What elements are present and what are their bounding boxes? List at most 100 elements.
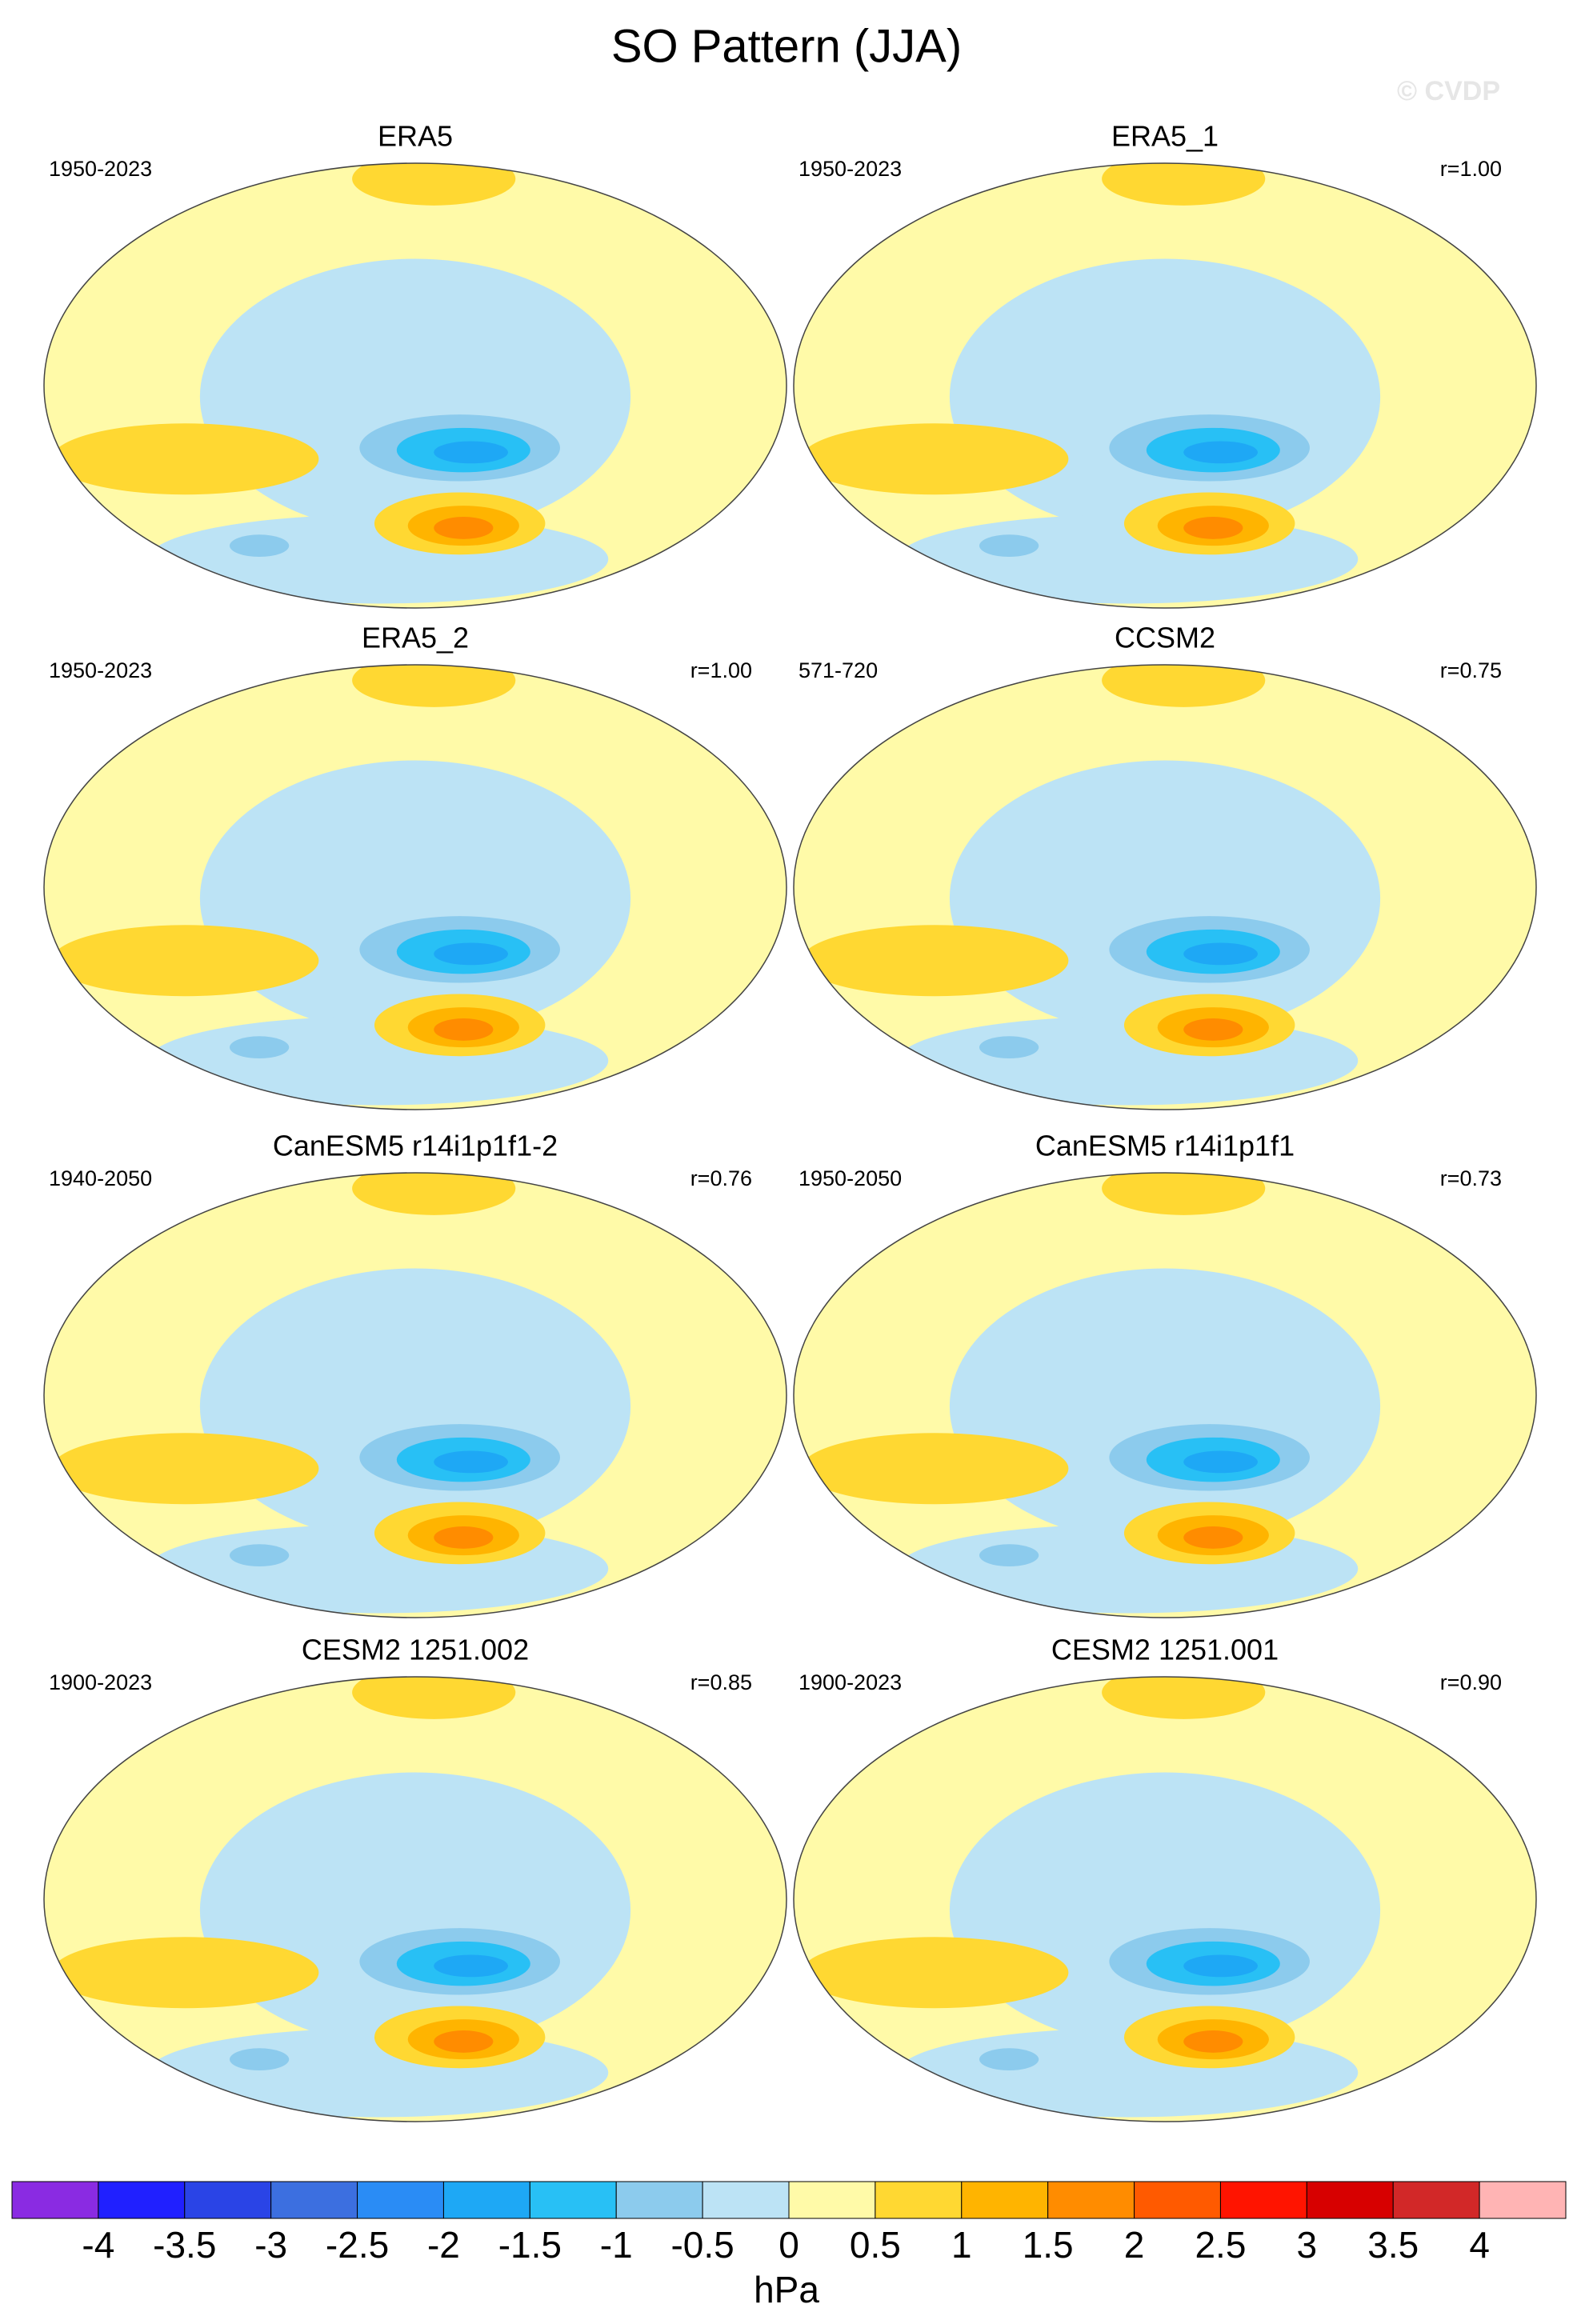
anomaly-region: [1183, 517, 1243, 539]
anomaly-region: [434, 517, 494, 539]
period: 1950-2023: [49, 157, 152, 181]
colorbar-label: 0: [778, 2224, 799, 2266]
anomaly-region: [979, 1544, 1039, 1567]
anomaly-region: [434, 1018, 494, 1041]
anomaly-region: [801, 423, 1069, 495]
pattern-correlation: r=0.73: [1440, 1166, 1502, 1190]
colorbar-label: 4: [1469, 2224, 1490, 2266]
colorbar-box: [1047, 2181, 1135, 2219]
colorbar-label: -3.5: [153, 2224, 216, 2266]
colorbar-box: [702, 2181, 790, 2219]
anomaly-region: [352, 1677, 516, 1719]
anomaly-region: [1183, 942, 1258, 966]
map-outline: [793, 664, 1537, 1110]
panel-title: CESM2 1251.002: [302, 1634, 529, 1666]
map: [794, 1677, 1536, 2122]
anomaly-region: [434, 1450, 508, 1474]
panel-title: ERA5: [378, 120, 453, 153]
colorbar-box: [1134, 2181, 1221, 2219]
map-outline: [43, 1172, 787, 1618]
anomaly-region: [51, 925, 319, 997]
colorbar-box: [442, 2181, 530, 2219]
anomaly-region: [199, 1268, 631, 1545]
period: 1900-2023: [799, 1670, 902, 1694]
anomaly-region: [199, 1772, 631, 2049]
colorbar-label: 0.5: [850, 2224, 901, 2266]
colorbar-box: [11, 2181, 99, 2219]
pattern-correlation: r=0.76: [690, 1166, 752, 1190]
panel-title: ERA5_2: [362, 622, 469, 654]
anomaly-region: [949, 1268, 1381, 1545]
colorbar-label: 3: [1297, 2224, 1318, 2266]
anomaly-region: [230, 1544, 290, 1567]
anomaly-region: [434, 2030, 494, 2053]
panel-title: CanESM5 r14i1p1f1: [1035, 1130, 1295, 1162]
anomaly-region: [434, 942, 508, 966]
pattern-correlation: r=0.90: [1440, 1670, 1502, 1694]
anomaly-region: [352, 1173, 516, 1215]
anomaly-region: [979, 534, 1039, 558]
anomaly-region: [1183, 1450, 1258, 1474]
colorbar-label: 2.5: [1195, 2224, 1246, 2266]
anomaly-region: [1102, 1173, 1266, 1215]
colorbar-label: 3.5: [1367, 2224, 1419, 2266]
colorbar-box: [1479, 2181, 1567, 2219]
colorbar-box: [184, 2181, 272, 2219]
anomaly-region: [434, 1526, 494, 1549]
map: [794, 163, 1536, 608]
colorbar-label: 1.5: [1023, 2224, 1074, 2266]
colorbar-box: [875, 2181, 963, 2219]
anomaly-region: [230, 2048, 290, 2071]
map: [44, 665, 786, 1110]
colorbar-box: [1392, 2181, 1480, 2219]
period: 1950-2050: [799, 1166, 902, 1190]
anomaly-region: [434, 441, 508, 464]
anomaly-region: [801, 925, 1069, 997]
panel-title: CCSM2: [1115, 622, 1215, 654]
pattern-correlation: r=1.00: [1440, 157, 1502, 181]
anomaly-region: [949, 760, 1381, 1037]
period: 571-720: [799, 658, 878, 682]
colorbar-box: [529, 2181, 617, 2219]
colorbar-box: [98, 2181, 186, 2219]
pattern-correlation: r=1.00: [690, 658, 752, 682]
colorbar-label: -2: [427, 2224, 460, 2266]
anomaly-region: [1102, 665, 1266, 707]
figure-title: SO Pattern (JJA): [611, 20, 962, 72]
map: [44, 1173, 786, 1618]
anomaly-region: [199, 760, 631, 1037]
anomaly-region: [1102, 163, 1266, 206]
pattern-correlation: r=0.85: [690, 1670, 752, 1694]
colorbar-label: -1.5: [498, 2224, 562, 2266]
colorbar-box: [615, 2181, 703, 2219]
colorbar-box: [270, 2181, 358, 2219]
anomaly-region: [949, 258, 1381, 535]
map: [44, 1677, 786, 2122]
colorbar-box: [788, 2181, 876, 2219]
map-outline: [793, 162, 1537, 609]
colorbar-label: -2.5: [326, 2224, 389, 2266]
map-outline: [793, 1676, 1537, 2122]
anomaly-region: [1102, 1677, 1266, 1719]
panel-title: CESM2 1251.001: [1051, 1634, 1279, 1666]
map-outline: [793, 1172, 1537, 1618]
panel-title: ERA5_1: [1111, 120, 1219, 153]
period: 1950-2023: [49, 658, 152, 682]
anomaly-region: [352, 163, 516, 206]
anomaly-region: [1183, 2030, 1243, 2053]
anomaly-region: [51, 423, 319, 495]
anomaly-region: [51, 1937, 319, 2009]
anomaly-region: [230, 1036, 290, 1059]
colorbar-label: -0.5: [670, 2224, 734, 2266]
colorbar-box: [961, 2181, 1049, 2219]
anomaly-region: [51, 1433, 319, 1505]
anomaly-region: [801, 1937, 1069, 2009]
map: [794, 665, 1536, 1110]
colorbar-label: 2: [1124, 2224, 1145, 2266]
map: [794, 1173, 1536, 1618]
colorbar-label: -3: [254, 2224, 287, 2266]
anomaly-region: [1183, 1954, 1258, 1978]
anomaly-region: [1183, 1018, 1243, 1041]
